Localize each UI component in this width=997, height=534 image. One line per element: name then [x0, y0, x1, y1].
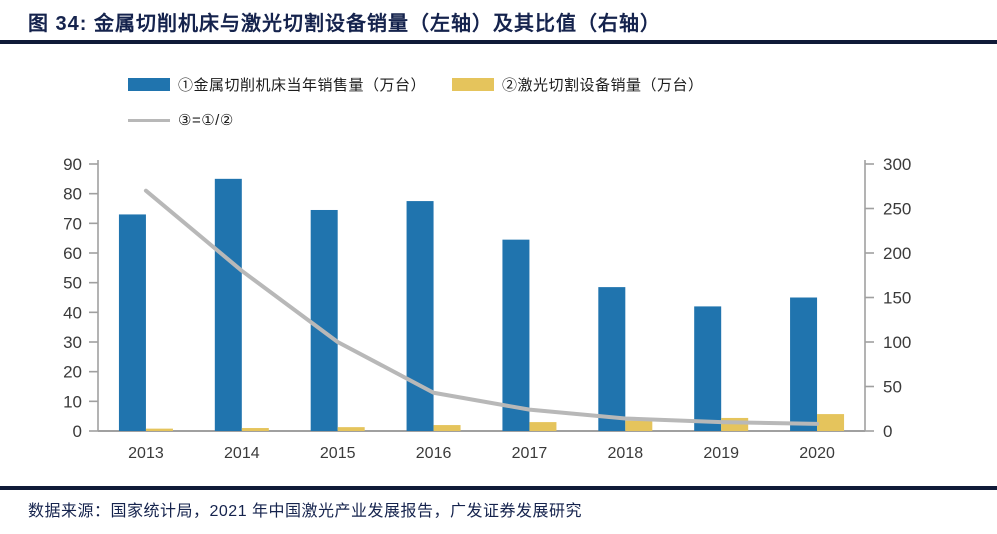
- svg-text:2020: 2020: [799, 445, 835, 462]
- legend-item-machine-tools: ①金属切削机床当年销售量（万台）: [128, 74, 426, 95]
- bar: [502, 239, 530, 431]
- svg-text:150: 150: [883, 289, 911, 308]
- svg-text:2018: 2018: [608, 445, 644, 462]
- svg-text:2017: 2017: [512, 445, 548, 462]
- svg-text:30: 30: [63, 333, 82, 352]
- legend-swatch-laser-equipment-icon: [452, 78, 495, 91]
- bar: [625, 420, 653, 431]
- bar: [790, 297, 818, 431]
- axes: [89, 160, 874, 432]
- data-source-note: 数据来源：国家统计局，2021 年中国激光产业发展报告，广发证券发展研究: [28, 503, 583, 520]
- legend-row-2: ③=①/②: [128, 111, 704, 129]
- svg-text:0: 0: [883, 422, 892, 441]
- svg-text:50: 50: [63, 274, 82, 293]
- svg-text:70: 70: [63, 214, 82, 233]
- legend-label-laser-equipment: ②激光切割设备销量（万台）: [502, 77, 704, 94]
- svg-text:300: 300: [883, 155, 911, 174]
- legend-label-machine-tools: ①金属切削机床当年销售量（万台）: [178, 77, 427, 94]
- svg-text:2019: 2019: [703, 445, 739, 462]
- svg-text:0: 0: [73, 422, 82, 441]
- svg-text:90: 90: [63, 155, 82, 174]
- title-divider: [0, 40, 997, 44]
- svg-text:2015: 2015: [320, 445, 356, 462]
- svg-text:2013: 2013: [128, 445, 164, 462]
- svg-text:100: 100: [883, 333, 911, 352]
- axis-tick-labels: 0 10 20 30 40 50 60 70 80 90 0 50 100 150 200 250 300: [63, 155, 911, 441]
- bar: [694, 306, 722, 431]
- legend-item-laser-equipment: ②激光切割设备销量（万台）: [452, 74, 704, 95]
- bar: [817, 414, 845, 431]
- bar: [118, 214, 146, 431]
- svg-text:40: 40: [63, 303, 82, 322]
- bar: [145, 428, 173, 431]
- legend-row-1: ①金属切削机床当年销售量（万台） ②激光切割设备销量（万台）: [128, 74, 704, 95]
- svg-text:50: 50: [883, 378, 902, 397]
- bar: [337, 427, 365, 431]
- legend-swatch-ratio-line-icon: [128, 118, 170, 122]
- svg-text:80: 80: [63, 185, 82, 204]
- ratio-line: [143, 188, 820, 426]
- bar: [598, 287, 626, 431]
- legend-swatch-machine-tools-icon: [128, 78, 170, 91]
- footer-divider: [0, 486, 997, 490]
- svg-text:200: 200: [883, 244, 911, 263]
- legend-label-ratio: ③=①/②: [178, 112, 234, 129]
- svg-text:60: 60: [63, 244, 82, 263]
- bar: [214, 178, 242, 431]
- bar: [406, 201, 434, 431]
- svg-text:2014: 2014: [224, 445, 260, 462]
- svg-text:2016: 2016: [416, 445, 452, 462]
- bars-machine-tools: [118, 178, 818, 431]
- svg-text:250: 250: [883, 200, 911, 219]
- bar: [529, 422, 557, 431]
- x-axis-labels: 2013 2014 2015 2016 2017 2018 2019 2020: [128, 445, 835, 462]
- bar: [310, 209, 338, 431]
- svg-text:20: 20: [63, 363, 82, 382]
- bar: [433, 425, 461, 431]
- svg-text:10: 10: [63, 392, 82, 411]
- legend-item-ratio: ③=①/②: [128, 111, 234, 129]
- figure-title: 图 34: 金属切削机床与激光切割设备销量（左轴）及其比值（右轴）: [28, 13, 662, 35]
- bar: [241, 428, 269, 431]
- legend: ①金属切削机床当年销售量（万台） ②激光切割设备销量（万台） ③=①/②: [128, 74, 704, 129]
